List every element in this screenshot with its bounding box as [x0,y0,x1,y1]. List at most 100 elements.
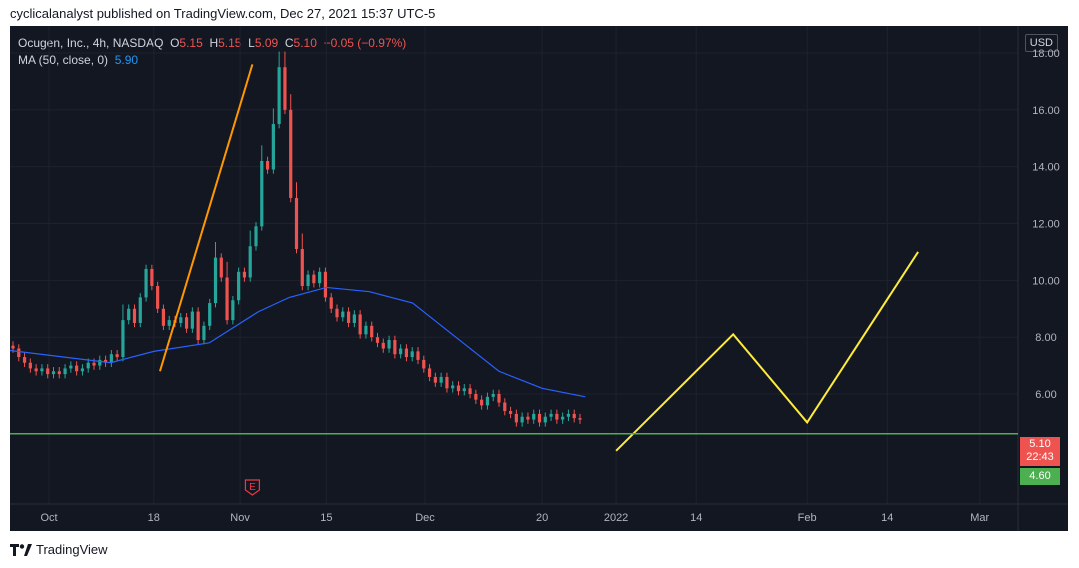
candle-body [520,416,524,423]
y-tick-label: 10.00 [1032,275,1060,287]
candle-body [289,109,293,198]
x-tick-label: 15 [320,512,332,524]
candle-body [208,303,212,326]
candle-body [335,308,339,318]
candle-body [549,413,553,417]
ma-label: MA (50, close, 0) [18,53,109,67]
high-label: H [209,36,219,50]
candle-body [231,300,235,321]
candle-body [346,311,351,323]
candle-body [17,348,21,358]
x-tick-label: Dec [415,512,435,524]
candle-body [260,160,264,227]
candle-body [370,325,374,338]
candle-body [306,274,310,287]
candle-body [381,342,385,349]
candle-body [22,357,27,363]
candle-body [532,413,536,420]
candle-body [46,368,50,375]
x-tick-label: 18 [148,512,160,524]
candle-body [537,413,542,423]
candle-body [121,320,125,358]
price-chart[interactable]: Oct 18 Nov 15 Dec 20 2022 14 Feb 14 Mar 6.00 8.00 10.… [10,26,1068,531]
candle-body [34,368,38,372]
candle-body [283,67,287,110]
trend-line [158,64,254,372]
candle-body [57,371,61,375]
candle-body [92,362,96,366]
candle-body [474,394,478,400]
close-label: C [284,36,294,50]
projection-path [615,251,919,452]
candle-body [456,385,461,392]
candle-body [451,385,455,389]
y-tick-label: 12.00 [1032,219,1060,231]
x-tick-label: Nov [230,512,250,524]
candle-body [462,388,466,392]
candle-body [150,268,154,287]
candle-body [387,340,391,349]
candle-body [329,297,333,309]
last-price: 5.10 [1029,438,1051,450]
candle-body [480,399,484,406]
low-value: 5.09 [254,36,279,50]
candle-body [213,257,218,304]
candle-body [11,345,15,349]
candle-body [433,376,437,383]
bar-countdown: 22:43 [1026,451,1054,463]
candle-body [179,317,183,323]
candle-body [109,354,113,363]
candle-body [167,320,171,326]
candle-body [399,348,403,355]
candle-body [161,308,166,326]
earnings-marker-label: E [249,482,256,493]
candle-body [318,271,322,284]
candle-body [28,362,32,369]
candle-body [312,274,316,284]
symbol-legend: Ocugen, Inc., 4h, NASDAQ O5.15 H5.15 L5.… [18,36,406,50]
candle-body [132,308,137,323]
candle-body [225,277,229,321]
published-header: cyclicalanalyst published on TradingView… [10,6,436,21]
candle-body [138,297,142,323]
candle-body [219,257,223,278]
currency-button[interactable]: USD [1024,34,1058,52]
candle-body [572,413,576,419]
candle-body [364,325,368,335]
candle-body [184,317,189,329]
x-tick-label: Mar [970,512,989,524]
candle-body [410,351,414,358]
candle-body [543,416,547,423]
y-tick-label: 16.00 [1032,105,1060,117]
candle-body [127,308,131,321]
candle-body [69,365,73,369]
footer: TradingView [10,542,108,557]
y-tick-label: 6.00 [1035,389,1056,401]
candle-body [294,197,299,250]
tradingview-logo-icon [10,543,32,556]
candle-body [468,388,472,394]
x-tick-label: 20 [536,512,548,524]
candle-body [393,340,397,355]
candle-body [277,67,281,125]
candle-body [341,311,345,318]
ma-value: 5.90 [114,53,139,67]
candle-body [271,124,275,170]
y-tick-label: 8.00 [1035,332,1056,344]
x-tick-label: 14 [881,512,893,524]
candle-body [144,268,148,298]
candle-body [63,368,67,375]
y-tick-label: 14.00 [1032,162,1060,174]
open-value: 5.15 [179,36,203,50]
candle-body [237,271,241,301]
chart-frame[interactable]: Ocugen, Inc., 4h, NASDAQ O5.15 H5.15 L5.… [10,26,1068,531]
candle-body [190,311,194,329]
candle-body [75,365,79,372]
candle-body [427,368,432,377]
candle-body [514,413,518,423]
candle-body [352,314,356,323]
candle-body [439,376,443,383]
x-tick-label: 14 [690,512,702,524]
candle-body [578,418,582,420]
candle-body [497,394,501,403]
